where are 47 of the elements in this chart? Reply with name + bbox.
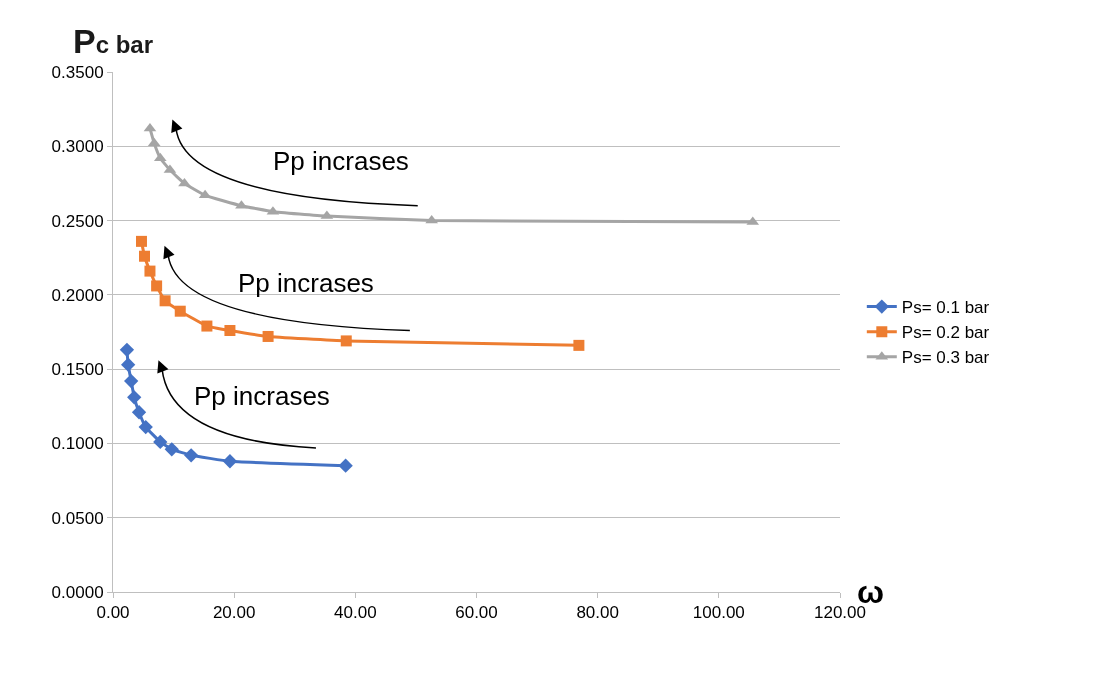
y-tick-label: 0.0500	[51, 508, 104, 528]
x-tick-label: 60.00	[455, 603, 498, 623]
point	[178, 177, 191, 187]
point	[151, 280, 163, 292]
annotation: Pp incrases	[194, 381, 330, 411]
legend-label: Ps= 0.1 bar	[901, 298, 990, 318]
y-tick-label: 0.1000	[51, 434, 104, 454]
point	[340, 335, 352, 347]
point	[174, 305, 186, 317]
annotation: Pp incrases	[238, 268, 374, 298]
x-tick-label: 40.00	[334, 603, 377, 623]
point	[144, 265, 156, 277]
point	[138, 419, 153, 435]
point	[153, 434, 168, 450]
point	[222, 454, 238, 469]
y-tick-label: 0.1500	[51, 360, 104, 380]
y-axis-title: Pc bar	[73, 22, 154, 60]
point	[224, 325, 236, 337]
point	[262, 330, 274, 342]
point	[119, 342, 135, 357]
y-tick-label: 0.2000	[51, 285, 104, 305]
x-tick-label: 100.00	[692, 603, 745, 623]
x-tick-label: 0.00	[96, 603, 130, 623]
point	[124, 373, 139, 389]
point	[184, 448, 199, 463]
point	[127, 390, 142, 405]
y-tick-label: 0.0000	[51, 582, 104, 602]
x-tick-label: 80.00	[576, 603, 619, 623]
annotation: Pp incrases	[273, 146, 409, 176]
y-tick-label: 0.3500	[51, 62, 104, 82]
point	[338, 458, 353, 473]
legend-label: Ps= 0.3 bar	[901, 348, 990, 368]
point	[135, 235, 147, 247]
point	[147, 137, 161, 147]
point	[198, 189, 212, 199]
point	[201, 320, 213, 332]
point	[131, 405, 147, 420]
point	[164, 442, 179, 457]
point	[121, 357, 136, 372]
point	[159, 295, 171, 307]
y-tick-label: 0.2500	[51, 211, 104, 231]
point	[139, 250, 150, 262]
legend-label: Ps= 0.2 bar	[901, 323, 990, 343]
point	[143, 122, 157, 132]
y-tick-label: 0.3000	[51, 137, 104, 157]
point	[573, 339, 585, 351]
x-tick-label: 20.00	[212, 603, 256, 623]
